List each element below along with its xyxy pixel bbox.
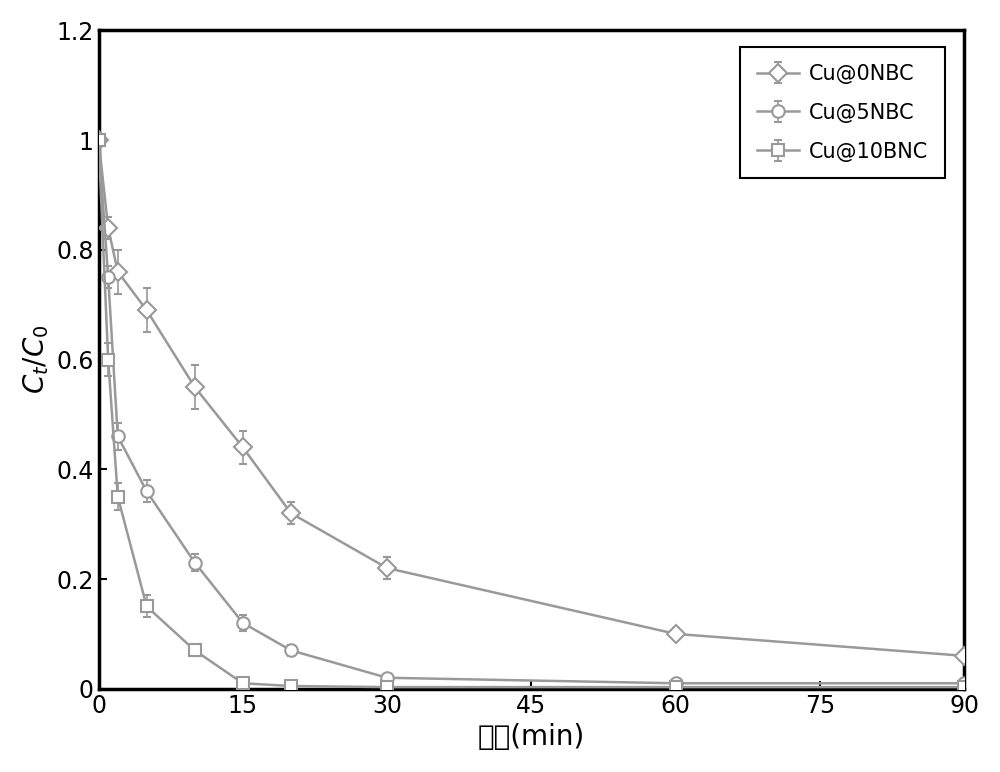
X-axis label: 时间(min): 时间(min): [478, 723, 585, 751]
Legend: Cu@0NBC, Cu@5NBC, Cu@10BNC: Cu@0NBC, Cu@5NBC, Cu@10BNC: [740, 47, 945, 178]
Y-axis label: $C_t$/$C_0$: $C_t$/$C_0$: [21, 325, 51, 394]
